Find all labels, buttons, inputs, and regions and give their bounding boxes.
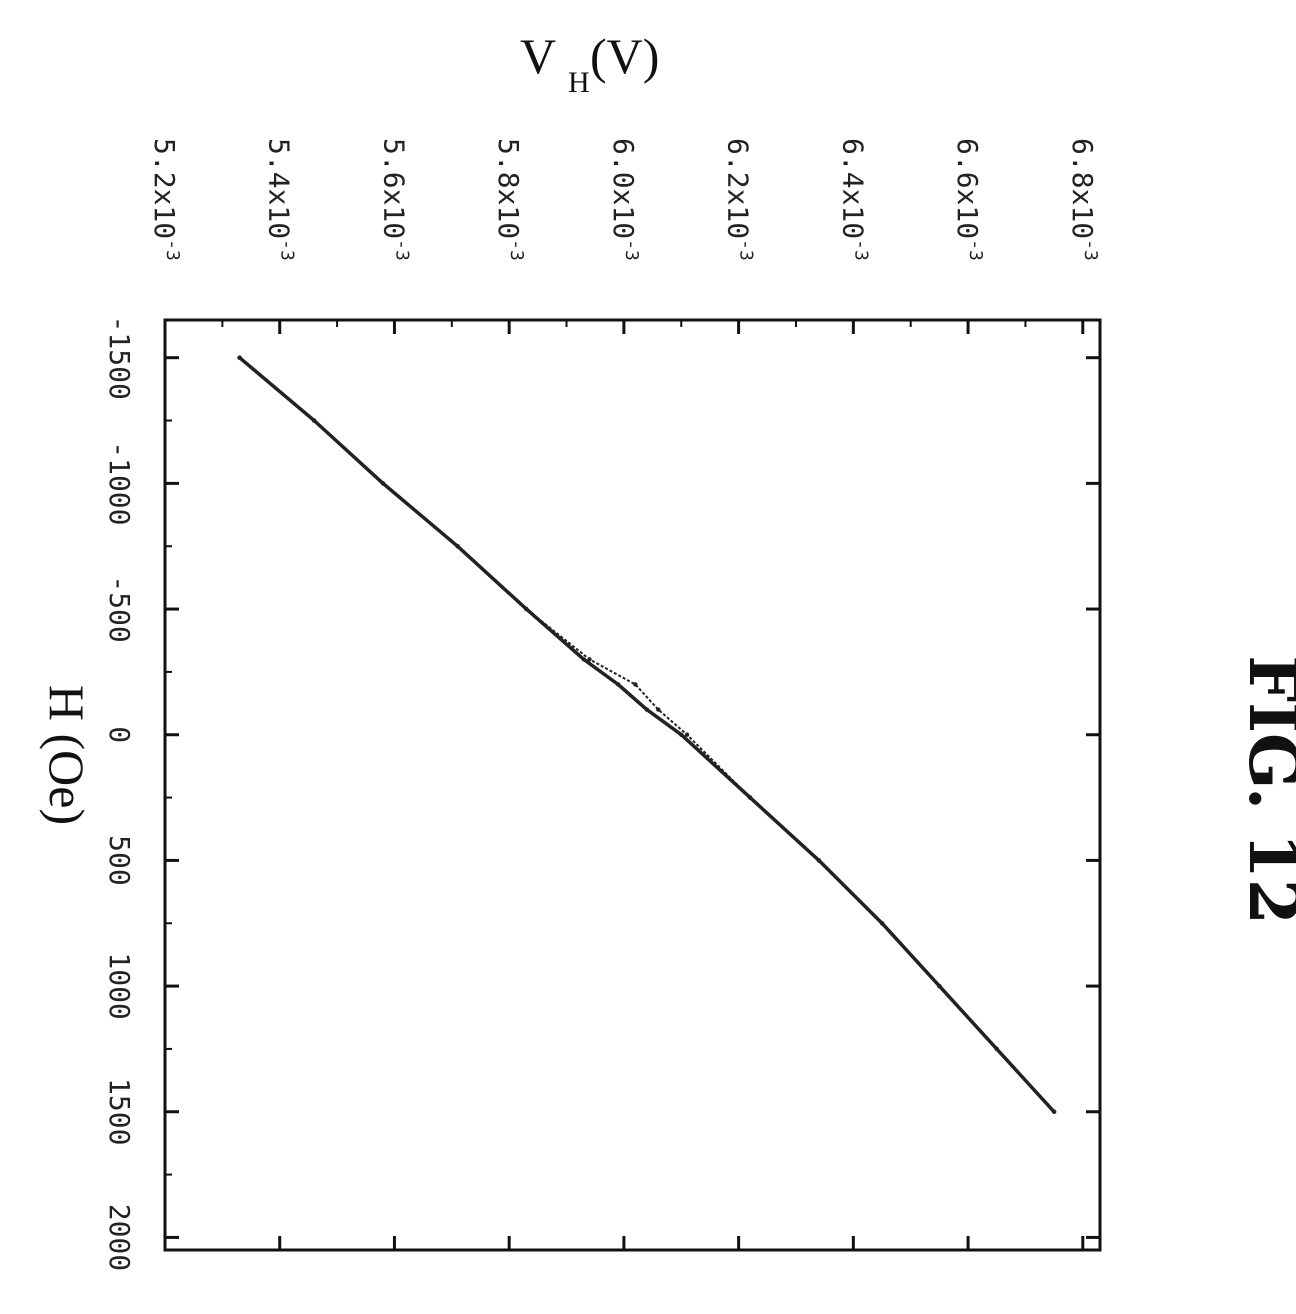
data-point-1-2 (380, 481, 386, 486)
figure-label-group: FIG. 12 (1234, 655, 1296, 925)
data-point-1-4 (524, 606, 529, 612)
y-tick-label-8: 6.8x10-3 (1066, 138, 1101, 261)
x-tick-label-0: -1500 (103, 316, 136, 400)
y-axis-title: V (520, 28, 556, 84)
y-axis-title-subscript: H (568, 66, 590, 99)
y-tick-label-4: 6.0x10-3 (607, 138, 642, 261)
plot-frame (163, 318, 1102, 1252)
x-tick-label-5: 1000 (103, 952, 136, 1019)
data-point-0-8 (679, 732, 684, 737)
y-tick-exponent-0: -3 (162, 239, 183, 261)
data-point-1-8 (684, 732, 690, 737)
y-tick-label-6: 6.4x10-3 (836, 138, 871, 261)
y-tick-exponent-5: -3 (736, 239, 757, 261)
data-point-1-10 (816, 858, 822, 863)
y-tick-exponent-6: -3 (850, 239, 871, 261)
y-tick-label-2: 5.6x10-3 (377, 138, 412, 261)
y-tick-exponent-8: -3 (1080, 239, 1101, 261)
y-axis-title-group: V H (V) (520, 28, 659, 99)
data-point-0-7 (644, 707, 650, 712)
y-tick-label-7: 6.6x10-3 (951, 138, 986, 261)
data-point-1-3 (455, 544, 460, 549)
y-axis-title-unit: (V) (590, 28, 659, 84)
data-point-1-11 (879, 921, 885, 926)
figure-label: FIG. 12 (1234, 655, 1296, 925)
series-line-0 (238, 356, 1056, 1113)
data-point-1-13 (994, 1046, 999, 1052)
series-line-1 (238, 356, 1055, 1113)
y-tick-exponent-1: -3 (277, 239, 298, 261)
data-series (237, 355, 1057, 1114)
y-tick-exponent-3: -3 (506, 239, 527, 261)
data-point-1-6 (633, 682, 638, 687)
x-axis-ticks: -1500 -1000 -500 0 500 1000 1500 2000 (103, 316, 1100, 1271)
data-point-1-12 (937, 983, 942, 989)
y-tick-exponent-7: -3 (965, 239, 986, 261)
x-tick-label-3: 0 (103, 726, 136, 743)
x-tick-label-2: -500 (103, 575, 136, 642)
y-axis-ticks: 5.2x10-3 5.4x10-3 5.6x10-3 5.8x10-3 6.0x10-3… (148, 138, 1101, 1250)
y-tick-exponent-2: -3 (391, 239, 412, 261)
y-tick-exponent-4: -3 (621, 239, 642, 261)
data-point-1-0 (237, 355, 242, 360)
data-point-0-6 (615, 682, 621, 687)
data-point-1-1 (311, 418, 317, 423)
y-tick-label-1: 5.4x10-3 (263, 138, 298, 261)
x-tick-label-7: 2000 (103, 1204, 136, 1271)
x-tick-label-6: 1500 (103, 1078, 136, 1145)
data-point-1-5 (587, 657, 592, 662)
y-tick-label-3: 5.8x10-3 (492, 138, 527, 261)
y-tick-label-0: 5.2x10-3 (148, 138, 183, 261)
data-point-1-7 (656, 707, 661, 712)
x-tick-label-4: 500 (103, 835, 136, 886)
data-point-1-14 (1051, 1109, 1057, 1114)
x-axis-title: H (Oe) (39, 685, 95, 825)
x-tick-label-1: -1000 (103, 441, 136, 525)
data-point-0-5 (581, 657, 586, 662)
x-axis-title-group: H (Oe) (39, 685, 95, 825)
y-tick-label-5: 6.2x10-3 (722, 138, 757, 261)
data-point-1-9 (747, 795, 753, 800)
